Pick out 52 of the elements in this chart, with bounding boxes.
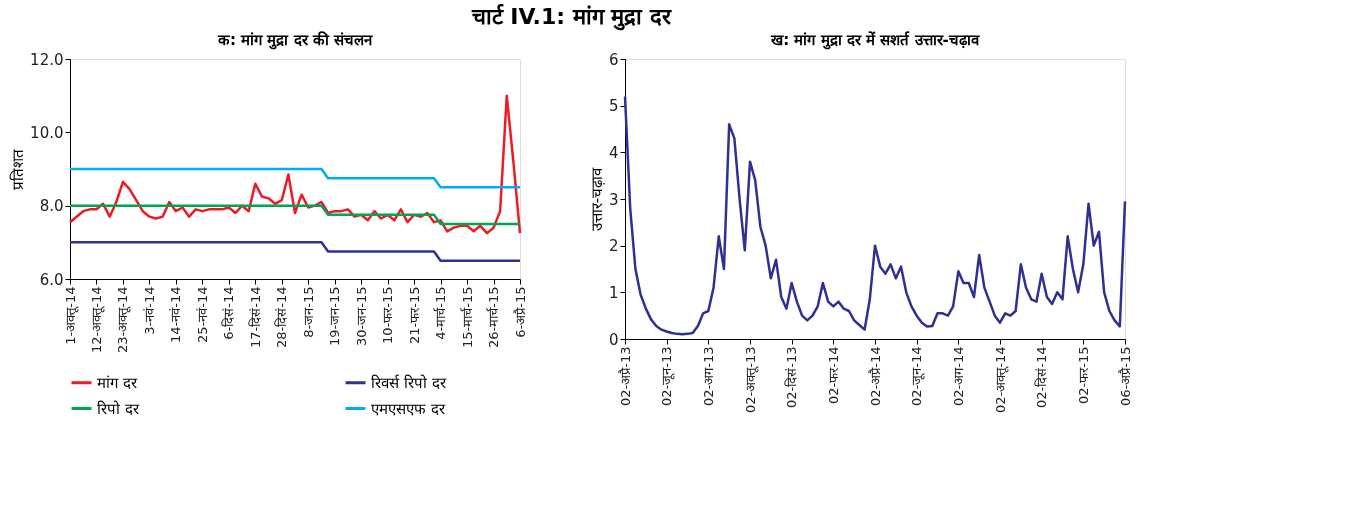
y-tick-label: 12.0 [30,50,64,69]
x-tick-label: 8-जन-15 [300,286,316,338]
x-tick-label: 6-अप्रै-15 [512,286,528,338]
x-tick-label: 6-दिसं-14 [221,286,237,340]
legend-label: मांग दर [97,373,138,392]
x-tick-label: 15-मार्च-15 [459,286,475,348]
x-tick-label: 02-दिसं-14 [1034,346,1050,408]
y-tick-label: 10.0 [30,123,64,142]
x-tick-label: 02-अक्तू-13 [742,346,759,413]
x-tick-label: 26-मार्च-15 [486,286,502,348]
x-tick-label: 23-अक्तू-14 [115,286,132,353]
y-tick-label: 0 [608,330,619,349]
x-tick-label: 14-नवं-14 [168,286,184,343]
x-tick-label: 02-अग-14 [950,346,966,406]
x-tick-label: 02-अप्रै-14 [867,346,883,406]
x-tick-label: 25-नवं-14 [194,286,210,343]
chart-title: क: मांग मुद्रा दर की संचलन [216,31,374,50]
legend-label: रिवर्स रिपो दर [371,373,447,392]
y-tick-label: 1 [608,283,619,302]
x-tick-label: 02-अप्रै-13 [617,346,633,406]
legend-label: रिपो दर [97,399,140,418]
line-series [623,95,1127,336]
x-tick-label: 17-दिसं-14 [247,286,263,348]
x-tick-label: 28-दिसं-14 [274,286,290,348]
x-tick-label: 21-फर-15 [406,286,422,344]
x-tick-label: 02-अग-13 [700,346,716,406]
x-tick-label: 02-जून-14 [909,346,926,406]
x-tick-label: 30-जन-15 [353,286,369,346]
x-tick-label: 12-अक्तू-14 [88,286,105,353]
y-tick-label: 4 [608,143,619,162]
y-tick-label: 8.0 [39,197,64,216]
x-tick-label: 10-फर-15 [380,286,396,344]
x-tick-label: 06-अप्रै-15 [1117,346,1133,406]
y-axis-title: उत्तार-चढ़ाव [587,166,606,232]
text: चार्ट IV.1: मांग मुद्रा दर [470,2,673,31]
y-tick-label: 6.0 [39,270,64,289]
x-tick-label: 4-मार्च-15 [433,286,449,340]
x-tick-label: 02-अक्तू-14 [992,346,1009,413]
x-tick-label: 3-नवं-14 [141,286,157,335]
y-tick-label: 5 [608,97,619,116]
y-tick-label: 2 [608,237,619,256]
x-tick-label: 02-दिसं-13 [784,346,800,408]
x-tick-label: 19-जन-15 [327,286,343,346]
x-tick-label: 02-जून-13 [659,346,676,406]
x-tick-label: 02-फर-14 [825,346,841,404]
y-tick-label: 6 [608,50,619,69]
y-axis-title: प्रतिशत [9,149,28,190]
x-tick-label: 1-अक्तू-14 [62,286,79,345]
x-tick-label: 02-फर-15 [1075,346,1091,404]
y-tick-label: 3 [608,190,619,209]
chart-title: ख: मांग मुद्रा दर में सशर्त उत्तार-चढ़ाव [770,31,980,50]
legend-label: एमएसएफ दर [371,399,446,418]
